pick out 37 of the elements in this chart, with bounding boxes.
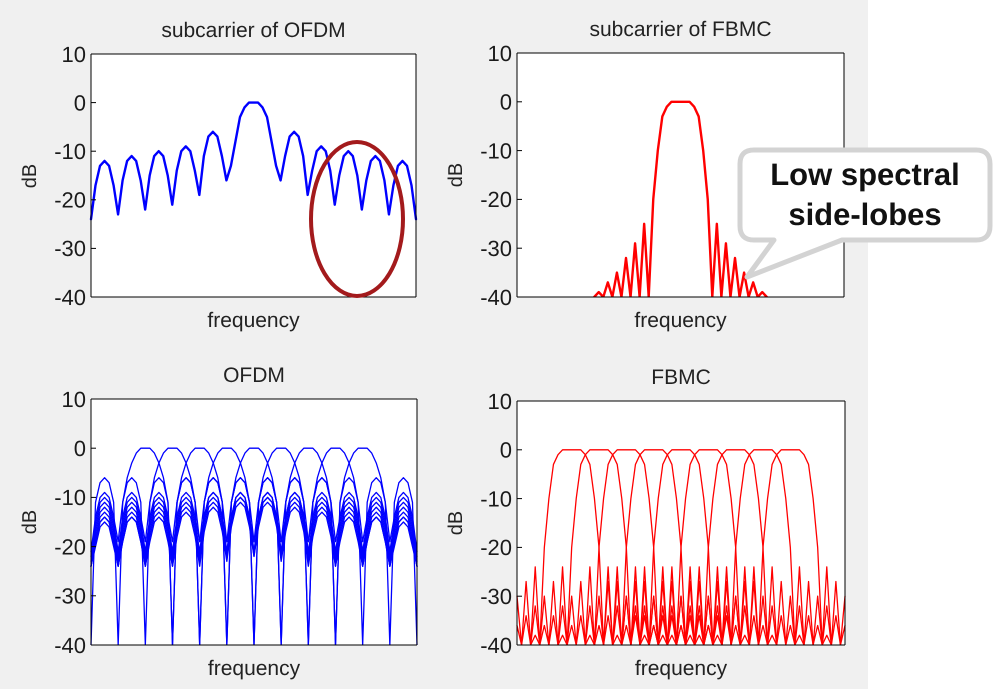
y-tick-label: -10 — [480, 138, 512, 164]
chart-title: subcarrier of OFDM — [161, 18, 346, 42]
y-tick-label: -10 — [54, 485, 86, 510]
y-tick-label: -20 — [480, 187, 512, 212]
y-axis-title: dB — [19, 163, 41, 188]
y-tick-label: 10 — [488, 388, 512, 414]
y-tick-label: -20 — [54, 188, 86, 213]
y-tick-label: -40 — [54, 632, 86, 658]
y-tick-label: -30 — [54, 236, 86, 262]
x-axis-title: frequency — [634, 656, 728, 680]
y-tick-label: 10 — [62, 386, 86, 412]
y-tick-label: -20 — [54, 534, 86, 560]
chart-title: FBMC — [651, 366, 711, 389]
y-axis-title: dB — [445, 162, 467, 188]
y-tick-label: 0 — [74, 90, 86, 116]
y-tick-label: 0 — [500, 90, 512, 115]
y-tick-label: -10 — [54, 139, 86, 164]
y-tick-label: -40 — [480, 284, 512, 310]
y-tick-label: -30 — [480, 236, 512, 262]
y-tick-label: -20 — [480, 535, 512, 560]
y-axis-title: dB — [445, 510, 467, 536]
y-tick-label: 0 — [500, 438, 512, 463]
y-tick-label: 10 — [62, 42, 86, 67]
y-tick-label: 10 — [488, 40, 512, 66]
y-tick-label: -30 — [54, 584, 86, 609]
x-axis-title: frequency — [634, 308, 727, 332]
y-tick-label: -10 — [480, 486, 512, 512]
y-tick-label: 0 — [74, 436, 86, 462]
annotation: Low spectral side-lobes — [769, 156, 961, 234]
x-axis-title: frequency — [208, 656, 300, 680]
y-axis-title: dB — [19, 510, 41, 534]
x-axis-title: frequency — [207, 308, 300, 332]
chart-title: subcarrier of FBMC — [589, 18, 772, 41]
y-tick-label: -40 — [480, 632, 512, 658]
y-tick-label: -30 — [480, 584, 512, 610]
y-tick-label: -40 — [54, 284, 86, 310]
chart-title: OFDM — [223, 364, 285, 387]
